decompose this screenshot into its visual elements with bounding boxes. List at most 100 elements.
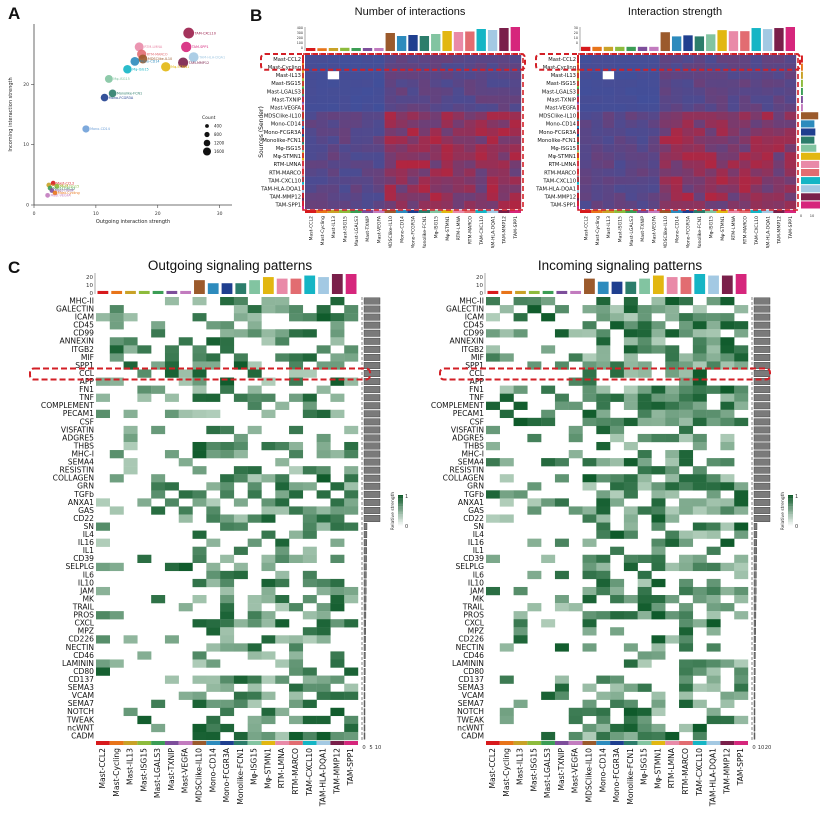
heat-cell — [648, 87, 660, 96]
heat-cell — [509, 55, 522, 64]
row-label: MHC-II — [69, 296, 94, 305]
heat-cell — [602, 184, 615, 193]
heat-cell — [289, 441, 304, 451]
heat-cell — [513, 385, 528, 394]
heat-cell — [316, 441, 331, 451]
col-color-strip — [289, 741, 303, 745]
heat-cell — [151, 482, 166, 491]
heat-cell — [623, 699, 638, 708]
heat-cell — [123, 466, 138, 475]
heat-cell — [659, 103, 672, 112]
heat-cell — [247, 321, 262, 330]
heat-cell — [651, 522, 666, 531]
heat-cell — [151, 321, 166, 330]
heat-cell — [761, 63, 774, 72]
heat-cell — [247, 474, 262, 483]
right-bar — [363, 507, 381, 514]
right-bar — [753, 370, 771, 377]
heat-cell — [734, 482, 749, 491]
heat-cell — [316, 160, 328, 169]
heat-cell — [784, 127, 797, 137]
heat-cell — [109, 659, 124, 668]
heat-cell — [734, 401, 749, 410]
heat-cell — [192, 651, 207, 660]
heat-cell — [192, 409, 207, 419]
heat-cell — [761, 192, 774, 202]
right-bar — [363, 442, 381, 450]
heat-cell — [665, 514, 680, 523]
col-color-strip — [302, 741, 317, 745]
legend-gradient-step — [788, 523, 793, 526]
heat-cell — [659, 111, 672, 121]
heat-cell — [350, 176, 363, 185]
col-label: Mast-TXNIP — [557, 748, 566, 791]
heat-cell — [739, 136, 751, 145]
col-label: Mast-TXNIP — [365, 216, 371, 242]
heat-cell — [637, 554, 652, 563]
heat-cell — [220, 611, 235, 620]
heat-cell — [651, 490, 666, 499]
heat-cell — [339, 79, 351, 88]
heat-cell — [361, 103, 374, 112]
heat-cell — [475, 71, 488, 80]
heat-cell — [692, 522, 707, 531]
point-label: RTM-MARCO — [147, 52, 168, 56]
heat-cell — [498, 111, 510, 121]
heat-cell — [610, 321, 625, 330]
heat-cell — [648, 192, 660, 202]
heat-cell — [706, 337, 721, 346]
heat-cell — [636, 63, 649, 72]
heat-cell — [261, 506, 276, 515]
col-color-strip — [527, 741, 542, 745]
heat-cell — [682, 152, 694, 161]
heat-cell — [373, 71, 385, 80]
heat-cell — [602, 95, 615, 104]
heat-cell — [591, 71, 603, 80]
highlight-box — [439, 367, 771, 381]
heat-cell — [247, 643, 262, 652]
col-label: RTM-LMNA — [456, 215, 462, 240]
col-color-strip — [682, 210, 694, 213]
row-label: TRAIL — [462, 603, 485, 612]
heat-cell — [498, 176, 510, 185]
heat-cell — [670, 152, 683, 161]
heat-cell — [720, 313, 735, 322]
heat-cell — [625, 184, 638, 193]
heat-cell — [596, 425, 611, 435]
heat-cell — [206, 627, 221, 636]
heat-cell — [261, 578, 276, 588]
top-axis-tick: 100 — [297, 41, 303, 45]
heat-cell — [498, 63, 510, 72]
heat-cell — [614, 176, 626, 185]
heat-cell — [739, 79, 751, 88]
heat-cell — [316, 514, 331, 523]
heat-cell — [395, 103, 408, 112]
heat-cell — [373, 200, 385, 210]
heat-cell — [475, 176, 488, 185]
heat-cell — [289, 691, 304, 700]
heat-cell — [316, 71, 328, 80]
col-label: TAM-MMP12 — [332, 748, 341, 795]
col-color-strip — [637, 741, 652, 745]
heat-cell — [670, 87, 683, 96]
top-bar — [306, 48, 316, 51]
heat-cell — [206, 450, 221, 459]
heat-cell — [302, 578, 317, 588]
heat-cell — [275, 603, 290, 612]
heat-cell — [275, 546, 290, 555]
legend-gradient-step — [788, 496, 793, 499]
heat-cell — [610, 691, 625, 700]
heat-cell — [192, 385, 207, 394]
heat-cell — [305, 184, 317, 193]
row-label: Mast-Cycling — [543, 65, 576, 71]
heat-cell — [302, 514, 317, 523]
heat-cell — [734, 361, 749, 370]
heat-cell — [637, 369, 652, 378]
heat-cell — [670, 119, 683, 129]
heat-cell — [464, 63, 476, 72]
heat-cell — [623, 522, 638, 531]
heat-cell — [339, 136, 351, 145]
legend-gradient-step — [398, 496, 403, 499]
heat-cell — [750, 87, 763, 96]
heat-cell — [693, 119, 706, 129]
